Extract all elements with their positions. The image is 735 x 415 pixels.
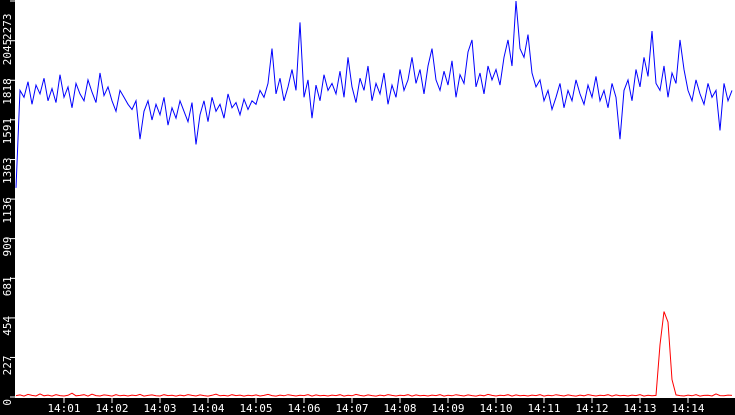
x-tick-label: 14:12: [575, 402, 608, 415]
x-axis: 14:01 14:02 14:03 14:04 14:05 14:06 14:07 14:08…: [47, 398, 705, 415]
y-tick-label: 0: [1, 399, 14, 406]
x-tick-label: 14:14: [671, 402, 704, 415]
x-tick-label: 14:02: [95, 402, 128, 415]
y-tick-label: 227: [1, 355, 14, 375]
x-tick-label: 14:11: [527, 402, 560, 415]
x-tick-label: 14:04: [191, 402, 224, 415]
x-tick-label: 14:05: [239, 402, 272, 415]
y-tick-label: 681: [1, 276, 14, 296]
y-axis-strip: [0, 0, 15, 415]
x-tick-label: 14:13: [623, 402, 656, 415]
y-tick-label: 454: [1, 316, 14, 336]
y-tick-label: 1591: [1, 118, 14, 144]
x-tick-label: 14:08: [383, 402, 416, 415]
y-tick-label: 1818: [1, 78, 14, 105]
x-tick-label: 14:06: [287, 402, 320, 415]
y-tick-label: 909: [1, 237, 14, 257]
series-line-0: [15, 0, 733, 188]
x-tick-label: 14:10: [479, 402, 512, 415]
y-tick-label: 2273: [1, 14, 14, 41]
y-tick-label: 2045: [1, 39, 14, 66]
x-axis-strip: [0, 398, 735, 415]
plot-area: [15, 0, 735, 398]
series-line-1: [15, 311, 733, 397]
x-tick-label: 14:01: [47, 402, 80, 415]
x-tick-label: 14:03: [143, 402, 176, 415]
series-layer: [15, 0, 733, 397]
x-tick-label: 14:07: [335, 402, 368, 415]
y-tick-label: 1136: [1, 197, 14, 224]
y-tick-label: 1363: [1, 158, 14, 185]
x-tick-label: 14:09: [431, 402, 464, 415]
